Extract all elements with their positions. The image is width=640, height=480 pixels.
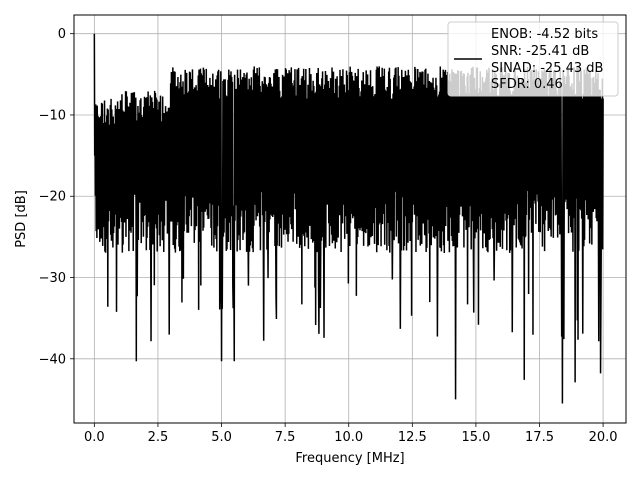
legend-sinad: SINAD: -25.43 dB xyxy=(491,61,603,76)
y-axis-ticks: 0 −10 −20 −30 −40 xyxy=(39,27,74,367)
y-tick-label: −20 xyxy=(39,190,66,205)
x-tick-label: 7.5 xyxy=(275,430,296,445)
y-tick-label: −40 xyxy=(39,352,66,367)
legend-snr: SNR: -25.41 dB xyxy=(491,44,589,59)
x-axis-label: Frequency [MHz] xyxy=(295,451,404,466)
axes-frame xyxy=(73,14,627,424)
x-tick-label: 0.0 xyxy=(84,430,105,445)
x-tick-label: 15.0 xyxy=(461,430,490,445)
legend: ENOB: -4.52 bits SNR: -25.41 dB SINAD: -… xyxy=(447,21,619,97)
y-tick-label: −30 xyxy=(39,271,66,286)
x-tick-label: 17.5 xyxy=(525,430,554,445)
y-tick-label: 0 xyxy=(58,27,66,42)
y-axis-label: PSD [dB] xyxy=(14,190,29,248)
legend-enob: ENOB: -4.52 bits xyxy=(491,27,598,42)
x-axis-ticks: 0.0 2.5 5.0 7.5 10.0 12.5 15.0 17.5 20.0 xyxy=(84,423,618,445)
psd-series-line xyxy=(93,33,604,404)
x-tick-label: 5.0 xyxy=(211,430,232,445)
plot-area xyxy=(93,33,604,404)
legend-sfdr: SFDR: 0.46 xyxy=(491,77,563,92)
x-tick-label: 12.5 xyxy=(398,430,427,445)
y-tick-label: −10 xyxy=(39,108,66,123)
x-tick-label: 20.0 xyxy=(589,430,618,445)
legend-box xyxy=(447,21,619,97)
x-tick-label: 2.5 xyxy=(148,430,169,445)
x-tick-label: 10.0 xyxy=(334,430,363,445)
